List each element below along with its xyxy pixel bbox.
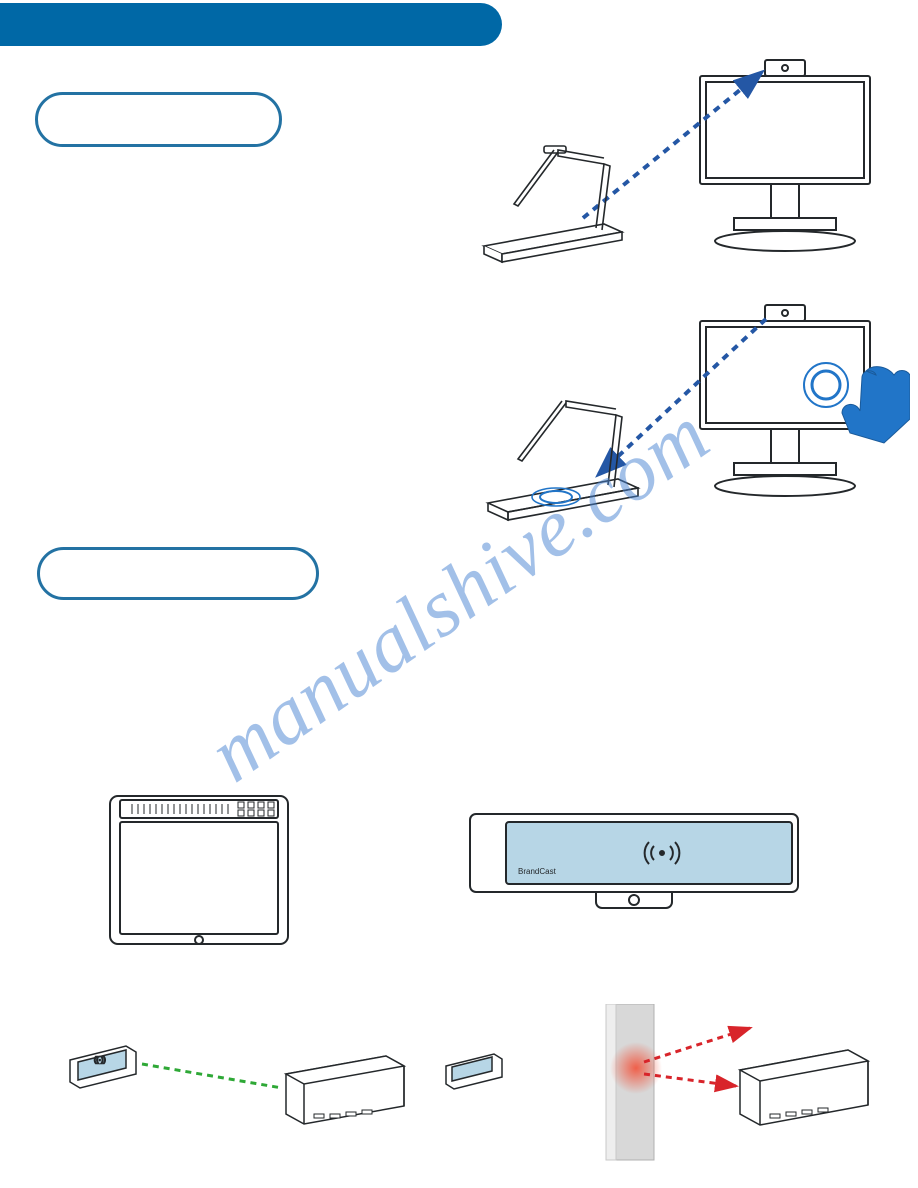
figure3-tablet-device (106, 792, 292, 950)
section-pill-1 (35, 92, 282, 147)
section-pill-2 (37, 547, 319, 600)
figure6-blocked-red (440, 1004, 896, 1162)
figure1-camera-to-monitor (478, 48, 882, 278)
figure5-paired-green: ((·)) (64, 1032, 416, 1134)
svg-text:((·)): ((·)) (94, 1057, 106, 1064)
figure2-monitor-touch-to-camera (478, 293, 910, 538)
touch-hand-icon (842, 367, 910, 443)
figure4-receiver-bar: BrandCast (466, 810, 802, 924)
brand-label: BrandCast (518, 867, 557, 876)
header-bar (0, 3, 502, 46)
